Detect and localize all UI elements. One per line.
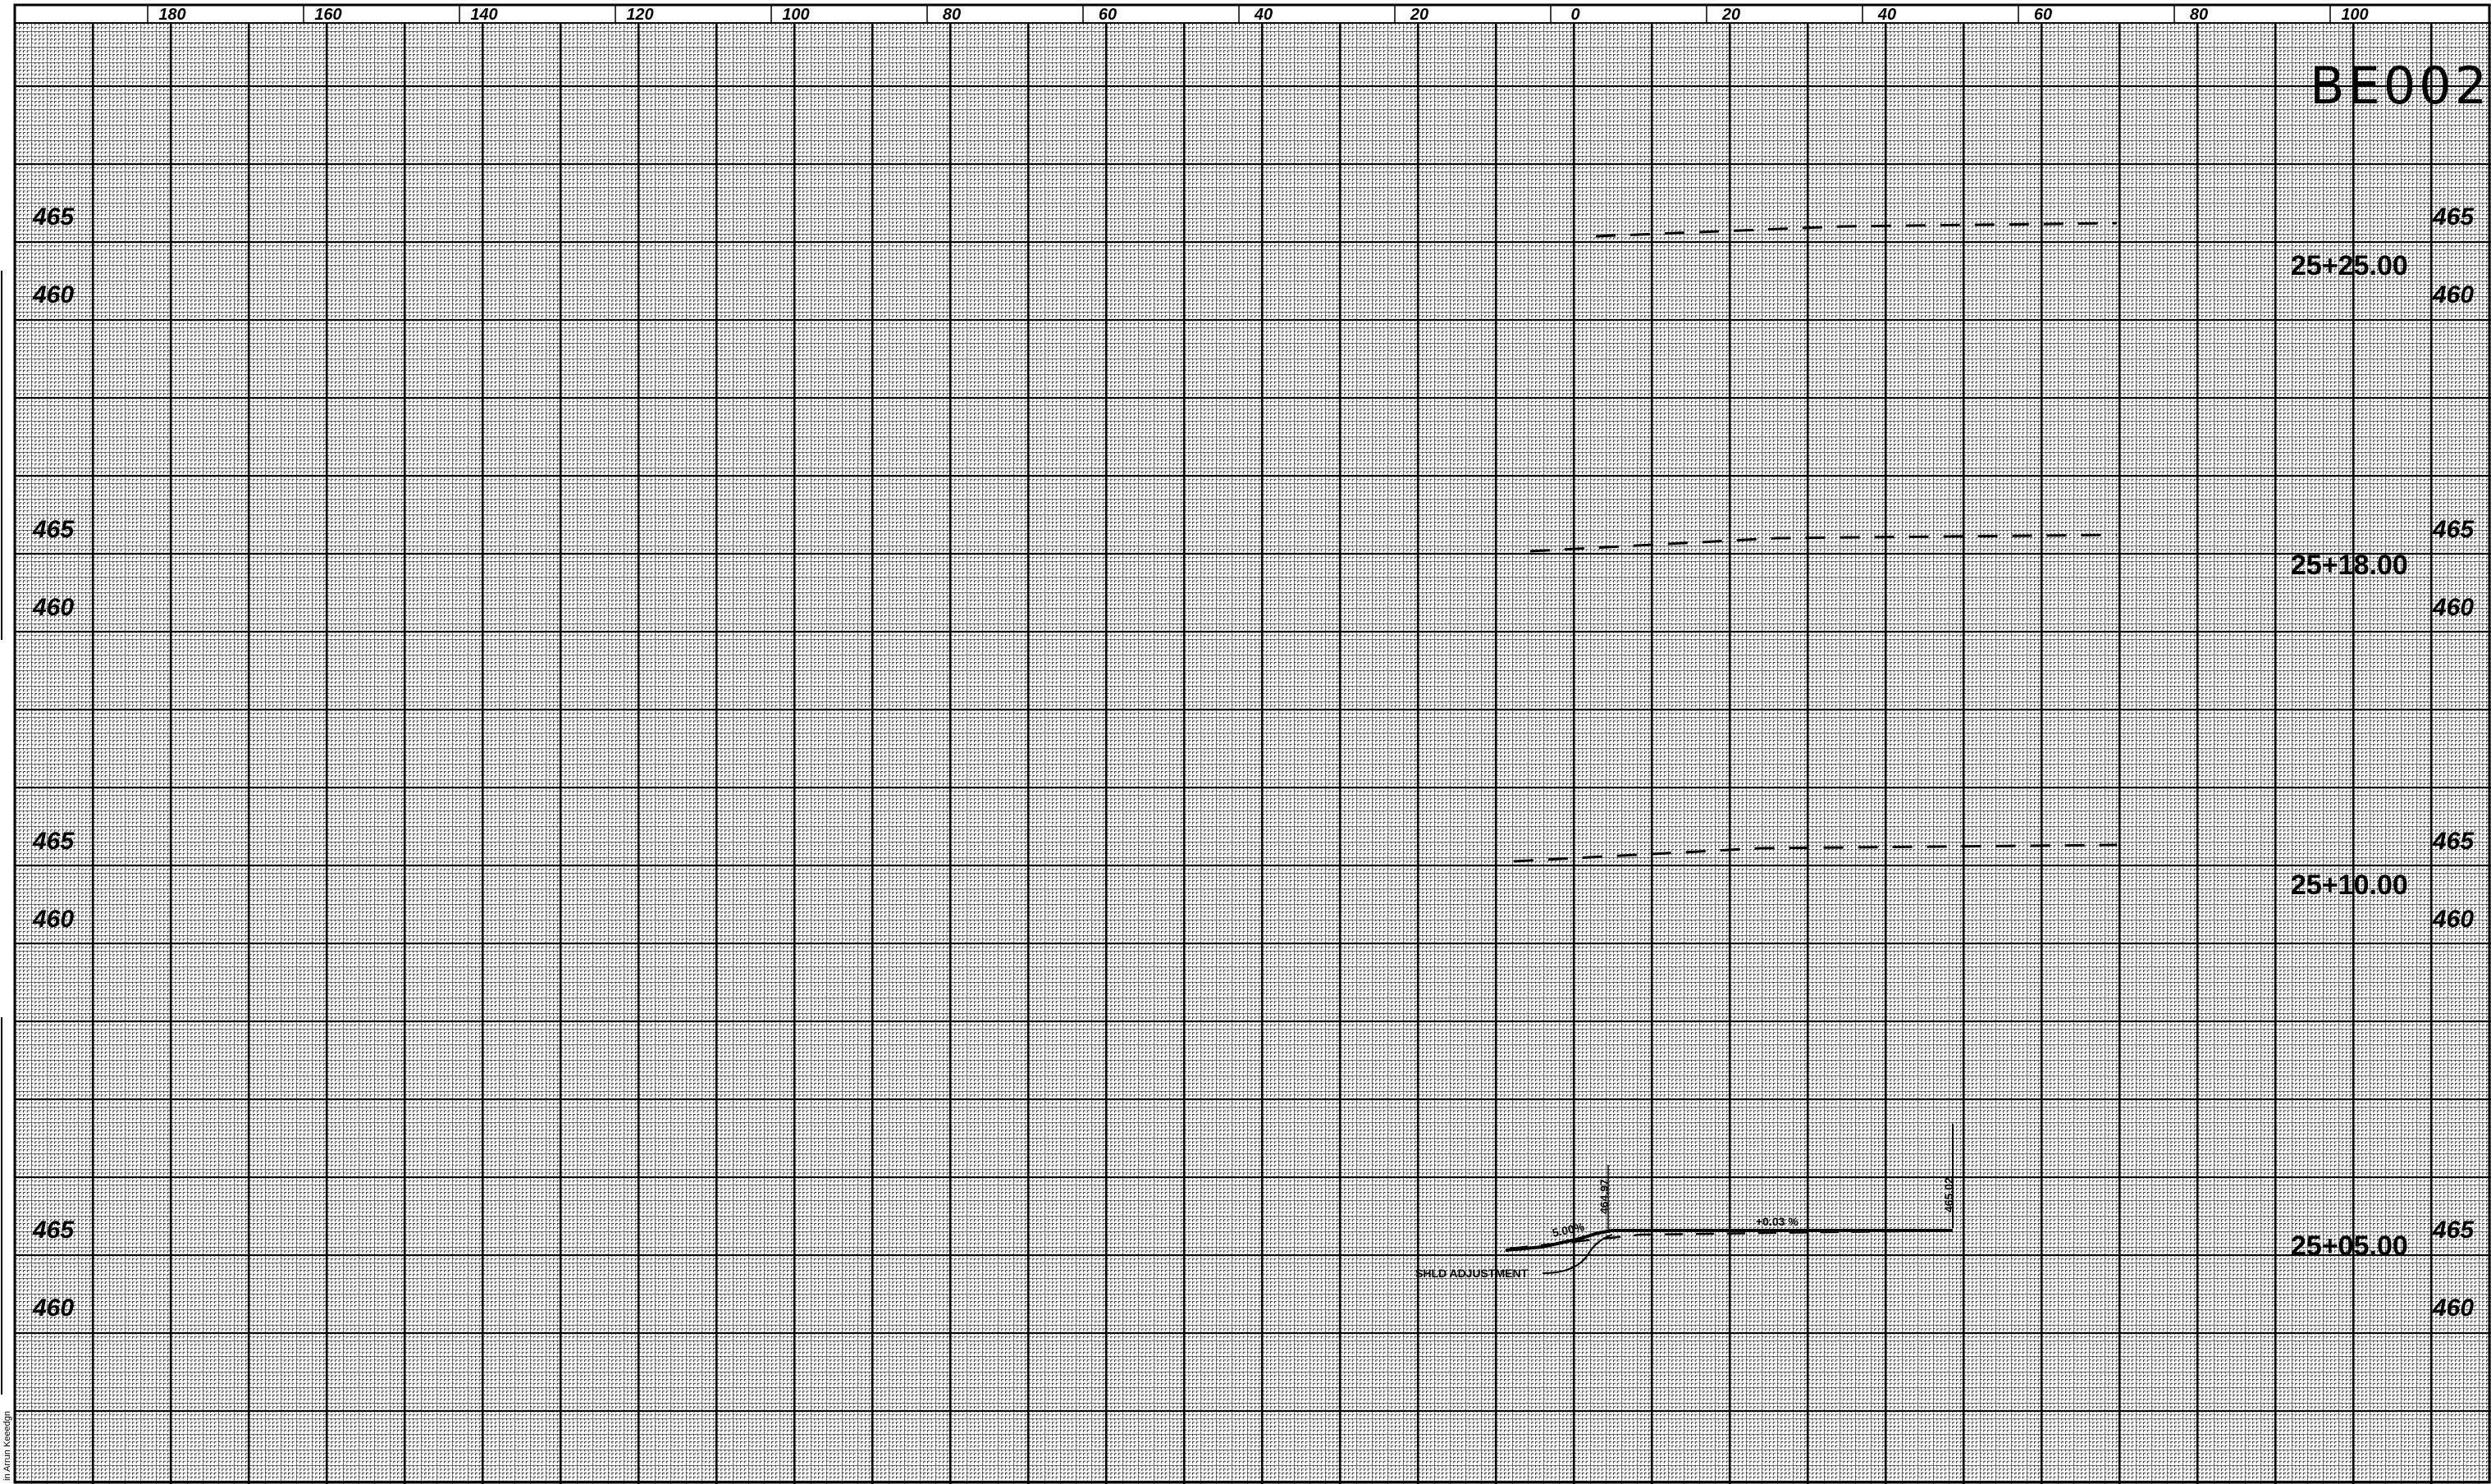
elevation-label: 465	[32, 516, 75, 543]
station-label: 25+05.00	[2291, 1231, 2408, 1262]
axis-tick-label: 120	[626, 6, 653, 24]
elevation-label: 460	[2432, 906, 2474, 933]
elevation-label: 465	[32, 828, 75, 855]
axis-tick-label: 100	[2341, 6, 2368, 24]
elevation-label: 460	[32, 281, 74, 308]
elev-right-label: 465.02	[1942, 1177, 1955, 1212]
axis-tick-label: 20	[1410, 6, 1428, 24]
axis-tick-label: 40	[1877, 6, 1896, 24]
elev-left-label: 464.97	[1597, 1179, 1611, 1214]
elevation-label: 465	[2432, 1217, 2475, 1244]
grid-field	[15, 8, 2491, 1484]
station-label: 25+25.00	[2291, 250, 2408, 281]
existing-ground-line	[1513, 843, 2118, 863]
elevation-label: 460	[2432, 594, 2474, 621]
axis-tick-label: 40	[1254, 6, 1273, 24]
axis-tick-label: 80	[2190, 6, 2208, 24]
elevation-label: 460	[2432, 281, 2474, 308]
axis-tick-label: 60	[2034, 6, 2052, 24]
elevation-label: 460	[32, 1295, 74, 1322]
elevation-label: 460	[2432, 1295, 2474, 1322]
sheet-id: BE002	[2310, 56, 2490, 116]
elevation-label: 460	[32, 594, 74, 621]
left-margin-strip: in Arrun Keeedgn	[0, 8, 15, 1484]
existing-ground-line	[1529, 533, 2118, 553]
shoulder-note: SHLD ADJUSTMENT	[1415, 1267, 1529, 1280]
top-axis: 180 160 140 120 100 80 60 40 20 0 20 40 60 80 100	[15, 0, 2491, 24]
elevation-label: 465	[2432, 828, 2475, 855]
shoulder-note-leader	[1542, 1234, 1613, 1274]
elevation-label: 465	[32, 1217, 75, 1244]
axis-tick-label: 60	[1099, 6, 1117, 24]
slope-right-label: +0.03 %	[1756, 1215, 1799, 1228]
axis-tick-label: 160	[314, 6, 341, 24]
axis-tick-label: 100	[782, 6, 809, 24]
axis-tick-label: 140	[470, 6, 497, 24]
axis-tick-label: 20	[1721, 6, 1740, 24]
axis-tick-label: 80	[943, 6, 961, 24]
station-label: 25+10.00	[2291, 870, 2408, 901]
axis-tick-label: 180	[158, 6, 185, 24]
elevation-label: 465	[32, 203, 75, 231]
sections: 465 460 465 460 25+25.00 465 460 465 460 25+18.00…	[32, 203, 2475, 1322]
axis-tick-label: 0	[1570, 6, 1579, 24]
existing-ground-line	[1509, 1229, 1954, 1250]
existing-ground-line	[1595, 221, 2118, 238]
elevation-label: 465	[2432, 516, 2475, 543]
elevation-label: 465	[2432, 203, 2475, 231]
sheet-border	[13, 3, 2491, 1484]
bottom-section-annotations: SHLD ADJUSTMENT 5.00% +0.03 % 464.97 465…	[1415, 1124, 1955, 1280]
proposed-grade-line	[1505, 1229, 1953, 1252]
elevation-label: 460	[32, 906, 74, 933]
station-label: 25+18.00	[2291, 550, 2408, 581]
side-note: in Arrun Keeedgn	[2, 1411, 12, 1481]
